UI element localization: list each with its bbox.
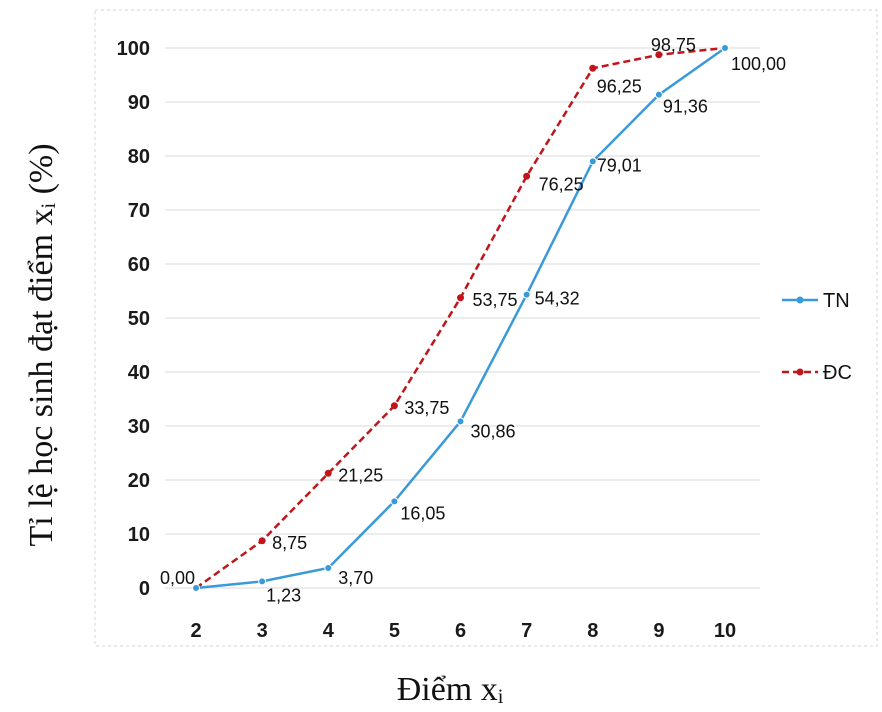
x-tick-label: 4 bbox=[323, 620, 335, 642]
data-label-dc: 21,25 bbox=[338, 465, 383, 485]
x-tick-label: 6 bbox=[455, 620, 466, 642]
x-tick-label: 9 bbox=[653, 620, 664, 642]
x-tick-label: 7 bbox=[521, 620, 532, 642]
data-label-dc: 0,00 bbox=[160, 568, 195, 588]
data-label-tn: 16,05 bbox=[400, 503, 445, 523]
y-tick-label: 10 bbox=[128, 524, 150, 546]
data-label-tn: 54,32 bbox=[535, 289, 580, 309]
y-tick-label: 60 bbox=[128, 254, 150, 276]
y-tick-label: 70 bbox=[128, 200, 150, 222]
data-label-tn: 91,36 bbox=[663, 97, 708, 117]
x-tick-label: 10 bbox=[714, 620, 736, 642]
x-tick-label: 8 bbox=[587, 620, 598, 642]
data-point-tn bbox=[324, 564, 333, 573]
grid bbox=[165, 47, 760, 589]
data-point-dc bbox=[655, 51, 663, 59]
y-tick-label: 0 bbox=[139, 578, 150, 600]
data-point-tn bbox=[588, 157, 597, 166]
data-point-tn bbox=[721, 44, 729, 52]
y-tick-label: 80 bbox=[128, 146, 150, 168]
y-tick-label: 90 bbox=[128, 92, 150, 114]
data-point-dc bbox=[457, 294, 464, 302]
data-label-dc: 76,25 bbox=[539, 174, 584, 194]
data-label-dc: 8,75 bbox=[272, 533, 307, 553]
x-axis-ticks: 2 3 4 5 6 7 8 9 10 bbox=[190, 620, 736, 642]
data-point-tn bbox=[456, 417, 465, 426]
data-point-dc bbox=[523, 172, 531, 180]
data-label-tn: 79,01 bbox=[597, 155, 642, 175]
y-axis-title: Tỉ lệ học sinh đạt điểm xᵢ (%) bbox=[23, 143, 60, 546]
data-label-dc: 96,25 bbox=[597, 76, 642, 96]
y-tick-label: 100 bbox=[117, 38, 150, 60]
x-tick-label: 3 bbox=[257, 620, 268, 642]
legend-label-dc: ĐC bbox=[823, 362, 852, 384]
y-tick-label: 20 bbox=[128, 470, 150, 492]
x-axis-title: Điểm xᵢ bbox=[397, 671, 504, 708]
series bbox=[192, 44, 729, 592]
data-label-tn: 100,00 bbox=[731, 54, 786, 74]
y-tick-label: 40 bbox=[128, 362, 150, 384]
y-tick-label: 30 bbox=[128, 416, 150, 438]
data-point-dc bbox=[324, 469, 332, 477]
data-point-tn bbox=[654, 90, 663, 99]
data-point-tn bbox=[258, 577, 267, 586]
x-tick-label: 5 bbox=[389, 620, 400, 642]
chart-border bbox=[94, 9, 878, 647]
data-point-dc bbox=[390, 402, 398, 410]
data-label-dc: 53,75 bbox=[473, 290, 518, 310]
data-labels: 1,23 3,70 16,05 30,86 54,32 79,01 91,36 100,00 0… bbox=[160, 35, 786, 606]
data-label-dc: 98,75 bbox=[651, 35, 696, 55]
x-tick-label: 2 bbox=[190, 620, 201, 642]
legend-marker bbox=[796, 296, 804, 304]
y-axis-ticks: 0 10 20 30 40 50 60 70 80 90 100 bbox=[117, 38, 150, 600]
data-point-dc bbox=[258, 537, 266, 545]
data-label-dc: 33,75 bbox=[404, 398, 449, 418]
data-point-dc bbox=[589, 64, 597, 72]
data-point-tn bbox=[192, 584, 200, 592]
legend-marker bbox=[796, 368, 804, 376]
data-point-tn bbox=[522, 290, 531, 299]
y-tick-label: 50 bbox=[128, 308, 150, 330]
legend-label-tn: TN bbox=[823, 290, 850, 312]
data-label-tn: 1,23 bbox=[266, 585, 301, 605]
data-label-tn: 30,86 bbox=[471, 421, 516, 441]
data-point-tn bbox=[390, 497, 399, 506]
data-label-tn: 3,70 bbox=[338, 568, 373, 588]
legend: TN ĐC bbox=[782, 290, 852, 384]
